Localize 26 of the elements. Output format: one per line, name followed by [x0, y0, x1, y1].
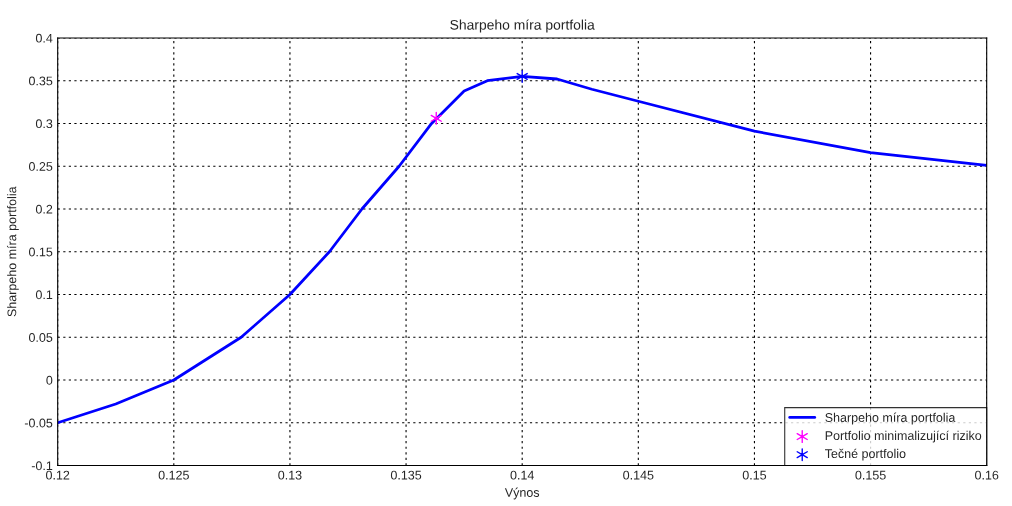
y-tick-label: 0.35: [28, 76, 53, 86]
y-tick-label: 0: [46, 375, 53, 385]
x-tick-label: 0.14: [510, 470, 534, 480]
legend-label: Tečné portfolio: [825, 448, 906, 461]
legend-label: Portfolio minimalizující riziko: [825, 430, 982, 443]
x-tick-label: 0.155: [855, 470, 886, 480]
x-tick-label: 0.12: [46, 470, 70, 480]
x-tick-label: 0.16: [975, 470, 999, 480]
chart-title: Sharpeho míra portfolia: [450, 19, 595, 33]
y-tick-label: 0.05: [28, 333, 53, 342]
y-tick-label: 0.3: [35, 119, 53, 129]
y-axis-title: Sharpeho míra portfolia: [6, 186, 19, 317]
y-tick-label: 0.15: [28, 247, 53, 257]
y-tick-label: 0.1: [35, 290, 53, 300]
y-tick-label: -0.05: [24, 418, 53, 428]
y-tick-label: 0.4: [35, 33, 53, 43]
y-tick-label: 0.2: [35, 204, 53, 214]
x-tick-label: 0.15: [742, 470, 767, 480]
x-tick-label: 0.125: [158, 470, 189, 480]
y-tick-label: -0.1: [31, 461, 53, 471]
legend-label: Sharpeho míra portfolia: [825, 412, 956, 425]
y-tick-label: 0.25: [28, 162, 53, 171]
x-axis-title: Výnos: [504, 487, 540, 500]
x-tick-label: 0.13: [278, 470, 302, 480]
x-tick-label: 0.135: [390, 470, 422, 480]
x-tick-label: 0.145: [623, 470, 654, 480]
